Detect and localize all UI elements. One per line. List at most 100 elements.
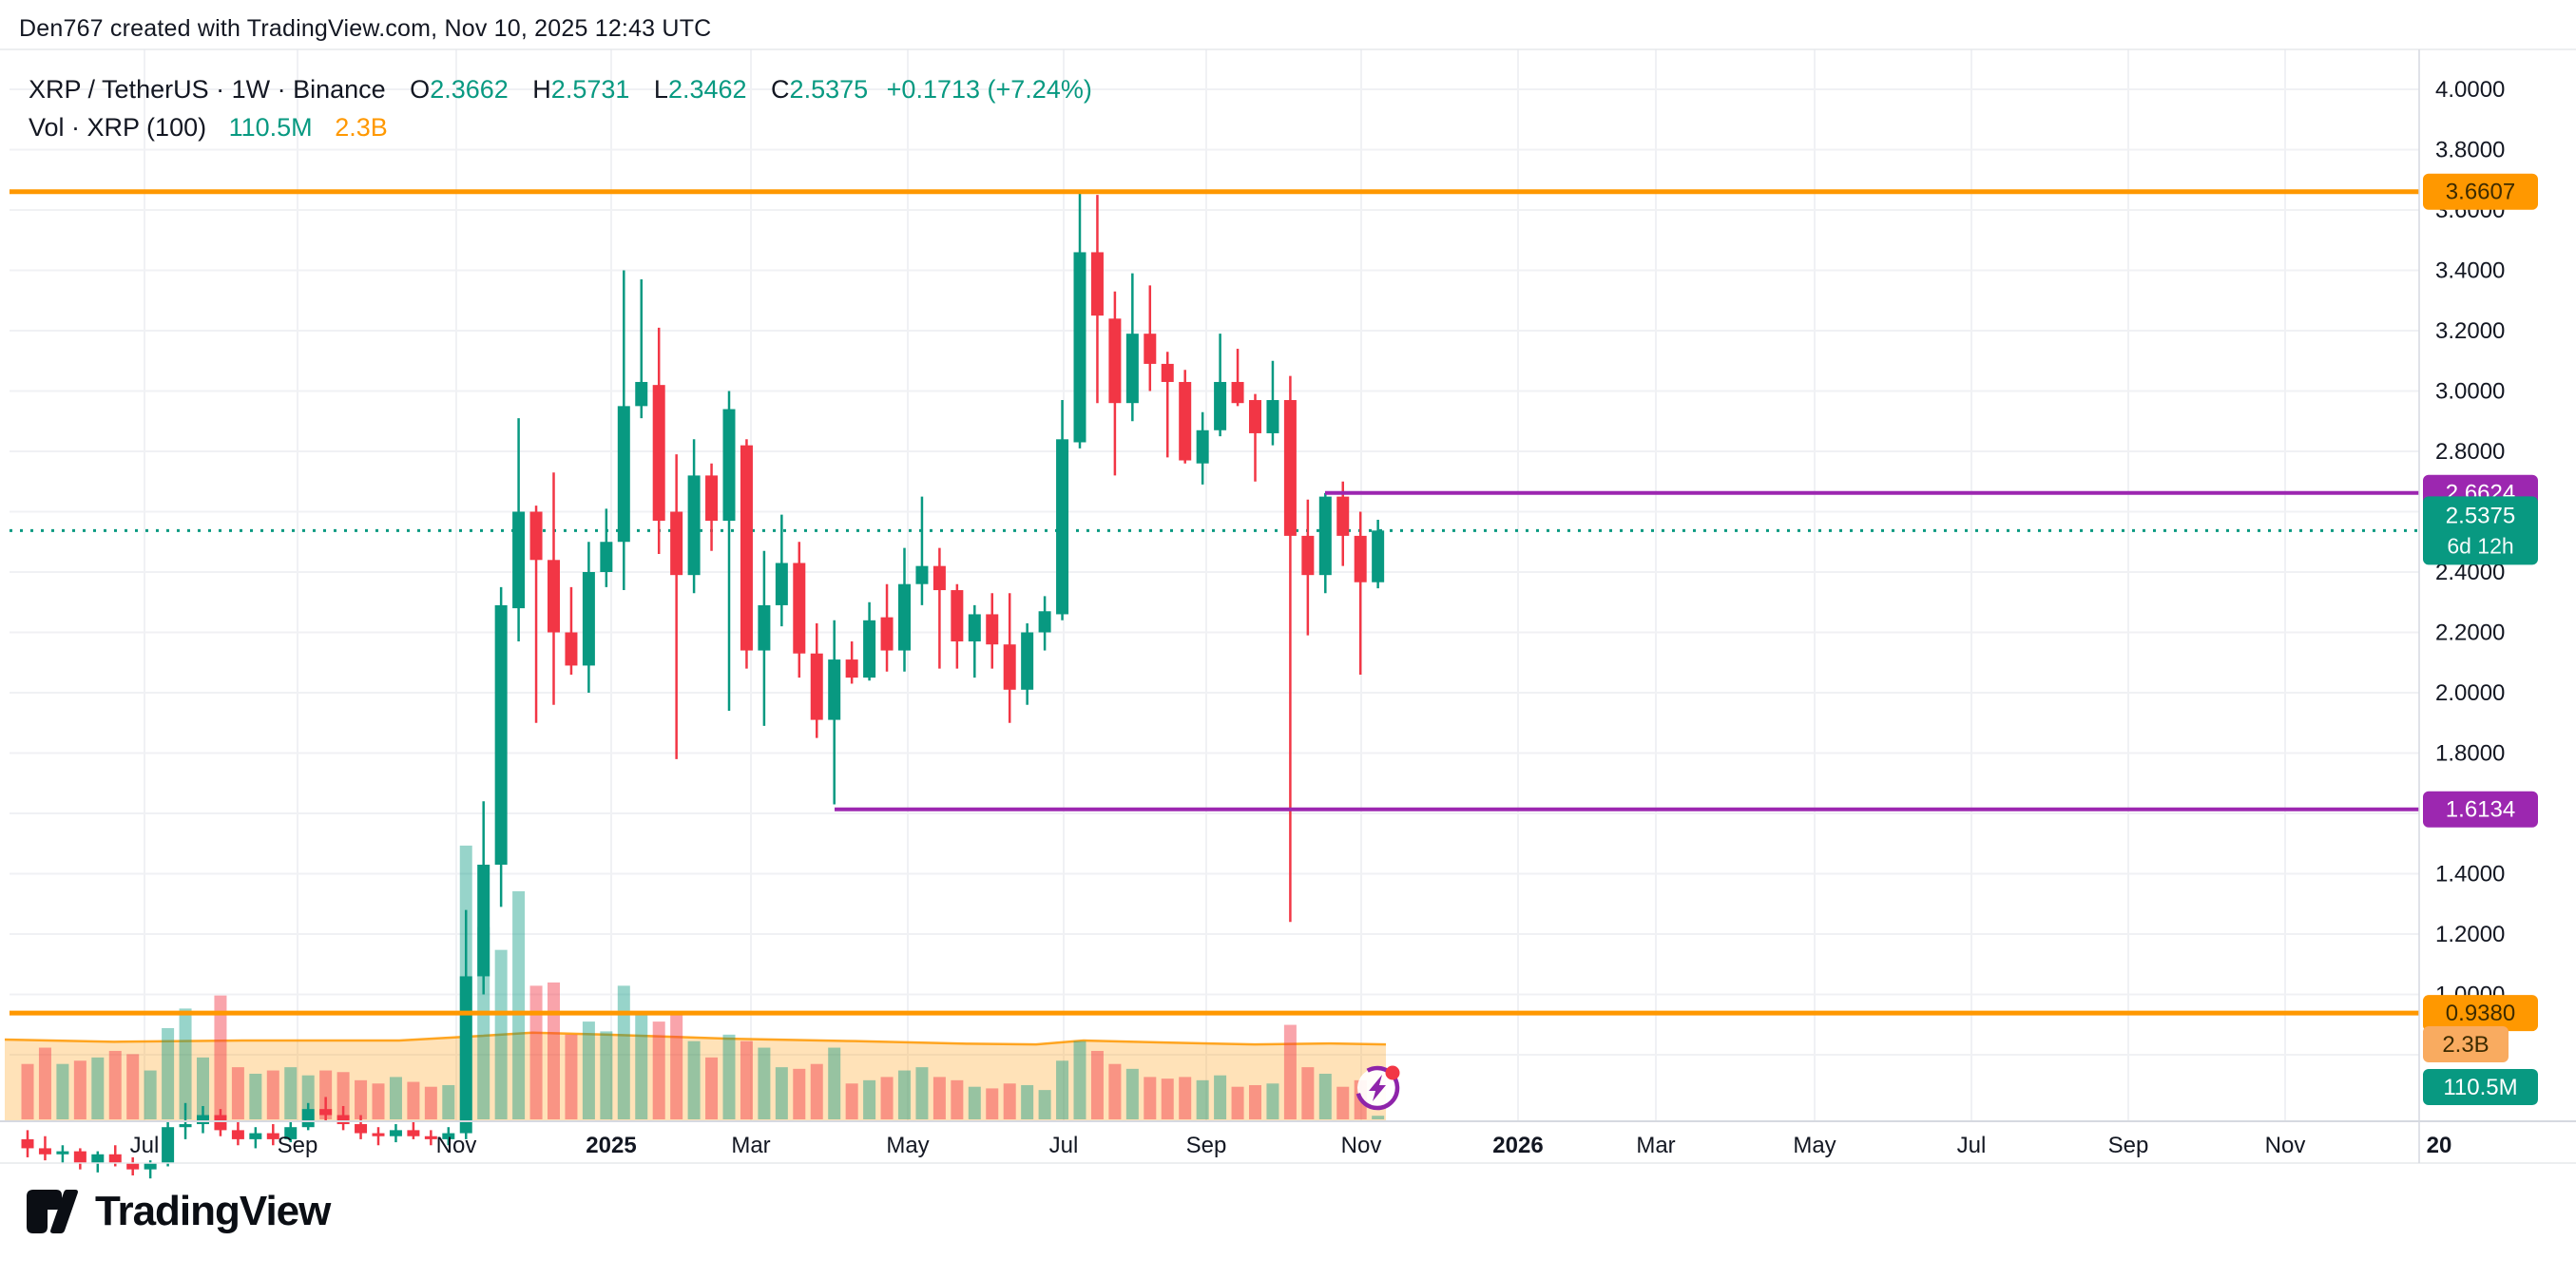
chart-legend: XRP / TetherUS · 1W · Binance O2.3662 H2… (29, 70, 1092, 146)
volume-bar (301, 1075, 315, 1119)
candle-body (1021, 632, 1034, 690)
time-tick-label: Mar (731, 1133, 770, 1158)
candle-body (565, 632, 578, 666)
volume-bar (863, 1079, 876, 1119)
time-tick-label: Nov (436, 1133, 477, 1158)
price-badge-36607: 3.6607 (2423, 173, 2538, 210)
price-axis[interactable]: 4.00003.80003.60003.40003.20003.00002.80… (2423, 77, 2538, 1105)
volume-bar (126, 1054, 140, 1119)
candle-body (600, 542, 613, 572)
candle-body (863, 620, 876, 678)
close-value: 2.5375 (789, 75, 869, 104)
candle-body (932, 565, 946, 591)
open-value: 2.3662 (430, 75, 509, 104)
candle-body (810, 653, 823, 720)
volume-bar (758, 1047, 771, 1119)
volume-bar (1144, 1077, 1157, 1119)
bar-countdown: 6d 12h (2447, 533, 2513, 558)
candle-body (740, 445, 753, 651)
candle-body (1266, 400, 1279, 433)
candle-body (73, 1151, 87, 1164)
candle-body (793, 563, 806, 654)
volume-bar (1336, 1086, 1350, 1119)
price-tick-label: 1.8000 (2435, 741, 2505, 767)
candle-body (775, 563, 788, 605)
candle-body (512, 511, 526, 609)
level-lines[interactable] (10, 189, 2419, 1016)
candle-body (1214, 381, 1227, 430)
notification-dot-icon (1385, 1065, 1400, 1080)
symbol-legend-row[interactable]: XRP / TetherUS · 1W · Binance O2.3662 H2… (29, 70, 1092, 108)
candle-body (372, 1133, 385, 1136)
tradingview-logo[interactable]: TradingView (25, 1188, 331, 1235)
volume-bar (810, 1063, 823, 1119)
time-tick-label: Sep (2108, 1133, 2149, 1158)
volume-bar (1249, 1084, 1261, 1119)
volume-indicator-title[interactable]: Vol · XRP (100) (29, 113, 207, 142)
candle-body (1336, 496, 1350, 536)
volume-bar (722, 1034, 736, 1119)
volume-ma-value: 2.3B (335, 113, 388, 142)
volume-bar (1318, 1073, 1332, 1119)
close-label: C (771, 75, 790, 104)
volume-bar (1231, 1086, 1244, 1119)
candle-body (179, 1124, 192, 1128)
candle-body (548, 560, 560, 633)
volume-bar (687, 1040, 701, 1119)
volume-bar (565, 1034, 578, 1119)
volume-bar (21, 1063, 34, 1119)
volume-bar (932, 1077, 946, 1119)
flash-reaction-icon[interactable] (1355, 1065, 1400, 1111)
volume-bar (1179, 1077, 1192, 1119)
volume-current-value: 110.5M (228, 113, 313, 142)
volume-bar (1196, 1079, 1209, 1119)
volume-bar (1266, 1083, 1279, 1119)
volume-bar (670, 1015, 683, 1119)
volume-bar (266, 1070, 279, 1119)
time-tick-label: Jul (1049, 1133, 1079, 1158)
tradingview-logo-icon (27, 1190, 78, 1233)
symbol-title[interactable]: XRP / TetherUS · 1W · Binance (29, 75, 386, 104)
candle-body (1231, 381, 1244, 404)
price-tick-label: 1.4000 (2435, 862, 2505, 888)
candle-body (214, 1115, 227, 1131)
volume-bar (740, 1040, 753, 1119)
candle-body (915, 565, 929, 584)
candle-body (1318, 496, 1332, 576)
volume-bar (1056, 1060, 1069, 1119)
candle-body (1144, 334, 1157, 364)
price-badge-1105M: 110.5M (2423, 1069, 2538, 1105)
volume-bar (319, 1070, 333, 1119)
candle-body (477, 864, 490, 977)
candle-body (758, 604, 771, 651)
candle-body (828, 659, 841, 720)
volume-bar (214, 995, 227, 1119)
volume-bar (73, 1060, 87, 1119)
candle-body (1249, 400, 1261, 433)
candle-body (319, 1109, 333, 1116)
volume-ma-area (4, 1031, 1387, 1121)
candle-body (986, 614, 999, 645)
volume-legend-row[interactable]: Vol · XRP (100) 110.5M 2.3B (29, 108, 1092, 146)
candle-body (1003, 644, 1016, 690)
candle-body (284, 1127, 298, 1139)
volume-bar (951, 1079, 964, 1119)
time-tick-label: 2025 (586, 1133, 636, 1158)
volume-bar (582, 1021, 595, 1119)
time-axis[interactable]: Jul Sep Nov 2025 Mar May Jul Sep Nov 2026 Mar May Ju… (130, 1133, 2452, 1158)
candle-body (687, 475, 701, 576)
volume-bar (179, 1008, 192, 1119)
price-badge-16134: 1.6134 (2423, 791, 2538, 828)
time-tick-label: May (1793, 1133, 1836, 1158)
candle-body (1090, 252, 1104, 316)
high-label: H (532, 75, 551, 104)
price-badge-23B: 2.3B (2423, 1026, 2509, 1062)
candle-body (582, 572, 595, 666)
volume-bar (652, 1021, 665, 1119)
separators (0, 48, 2576, 1164)
candle-body (442, 1133, 455, 1139)
candle-body (494, 604, 508, 865)
svg-text:3.6607: 3.6607 (2446, 180, 2515, 205)
